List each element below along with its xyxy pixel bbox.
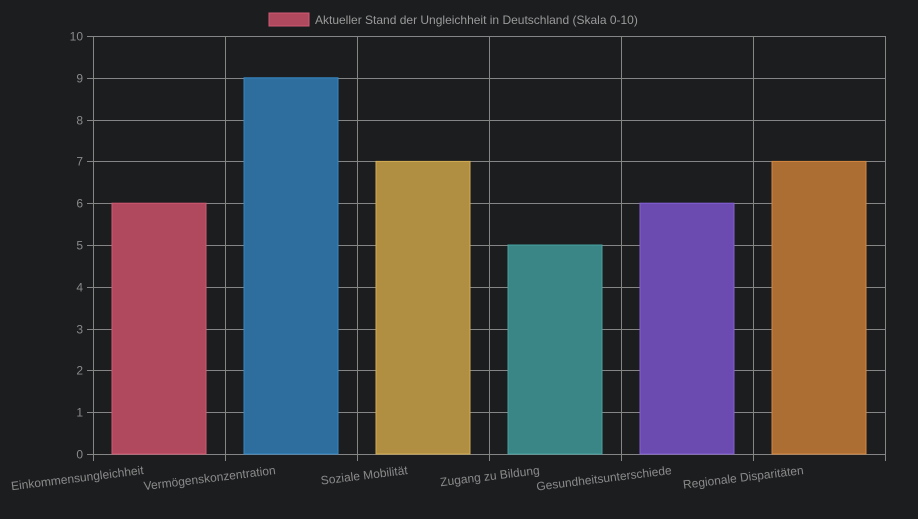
x-tick-label: Zugang zu Bildung	[439, 463, 540, 489]
bar[interactable]	[111, 202, 207, 455]
x-tick-label: Vermögenskonzentration	[143, 463, 276, 493]
x-tick-label: Soziale Mobilität	[320, 463, 409, 488]
bar[interactable]	[771, 160, 867, 455]
y-tick-label: 9	[76, 72, 83, 86]
y-tick-label: 6	[76, 197, 83, 211]
grid	[87, 36, 886, 461]
bars	[111, 77, 867, 455]
legend[interactable]: Aktueller Stand der Ungleichheit in Deut…	[268, 12, 638, 27]
y-tick-label: 3	[76, 323, 83, 337]
y-tick-label: 10	[70, 30, 84, 44]
bar[interactable]	[639, 202, 735, 455]
y-tick-label: 2	[76, 364, 83, 378]
legend-swatch[interactable]	[268, 12, 310, 27]
y-tick-label: 7	[76, 155, 83, 169]
y-tick-label: 5	[76, 239, 83, 253]
y-tick-label: 1	[76, 406, 83, 420]
x-tick-label: Einkommensungleichheit	[10, 463, 145, 493]
x-axis-ticks: EinkommensungleichheitVermögenskonzentra…	[10, 463, 804, 494]
x-tick-label: Gesundheitsunterschiede	[536, 463, 673, 494]
y-axis-ticks: 0 1 2 3 4 5 6 7 8 9 10	[70, 30, 84, 462]
y-tick-label: 0	[76, 448, 83, 462]
bar[interactable]	[375, 160, 471, 455]
bar[interactable]	[507, 244, 603, 455]
legend-label[interactable]: Aktueller Stand der Ungleichheit in Deut…	[315, 13, 638, 27]
y-tick-label: 4	[76, 281, 83, 295]
y-tick-label: 8	[76, 114, 83, 128]
bar[interactable]	[243, 77, 339, 455]
x-tick-label: Regionale Disparitäten	[682, 463, 804, 492]
